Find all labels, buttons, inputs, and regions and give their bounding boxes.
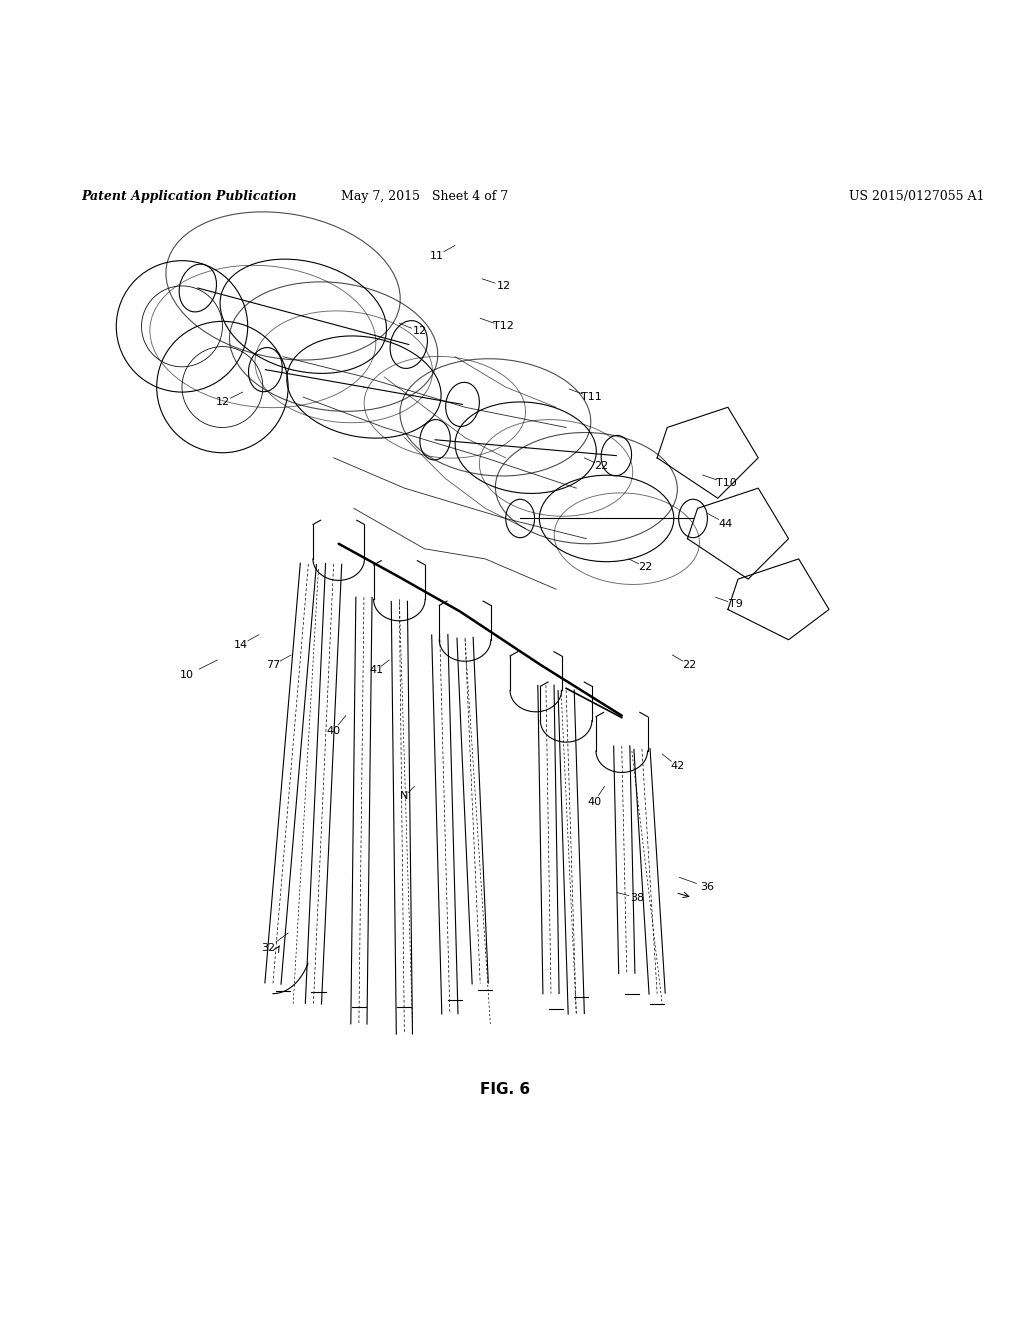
Text: 36: 36 [700, 883, 714, 892]
Text: 14: 14 [233, 640, 248, 649]
Text: US 2015/0127055 A1: US 2015/0127055 A1 [849, 190, 983, 203]
Text: 42: 42 [669, 762, 684, 771]
Text: T12: T12 [492, 321, 514, 331]
Text: 12: 12 [412, 326, 426, 337]
Text: 12: 12 [215, 397, 229, 407]
Text: 41: 41 [369, 665, 383, 675]
Text: FIG. 6: FIG. 6 [480, 1082, 530, 1097]
Text: T10: T10 [714, 478, 736, 488]
Text: T9: T9 [729, 599, 742, 610]
Text: 44: 44 [718, 519, 733, 528]
Text: 11: 11 [429, 251, 443, 260]
Text: 40: 40 [587, 796, 601, 807]
Text: 40: 40 [326, 726, 340, 735]
Text: 12: 12 [496, 281, 511, 290]
Text: 32: 32 [261, 942, 275, 953]
Text: 22: 22 [594, 461, 608, 471]
Text: May 7, 2015   Sheet 4 of 7: May 7, 2015 Sheet 4 of 7 [340, 190, 507, 203]
Text: N: N [399, 792, 409, 801]
Text: 38: 38 [630, 892, 643, 903]
Text: 10: 10 [180, 671, 194, 680]
Text: 22: 22 [637, 562, 651, 572]
Text: T11: T11 [581, 392, 601, 403]
Text: 77: 77 [266, 660, 280, 671]
Text: 22: 22 [682, 660, 696, 671]
Text: Patent Application Publication: Patent Application Publication [81, 190, 297, 203]
